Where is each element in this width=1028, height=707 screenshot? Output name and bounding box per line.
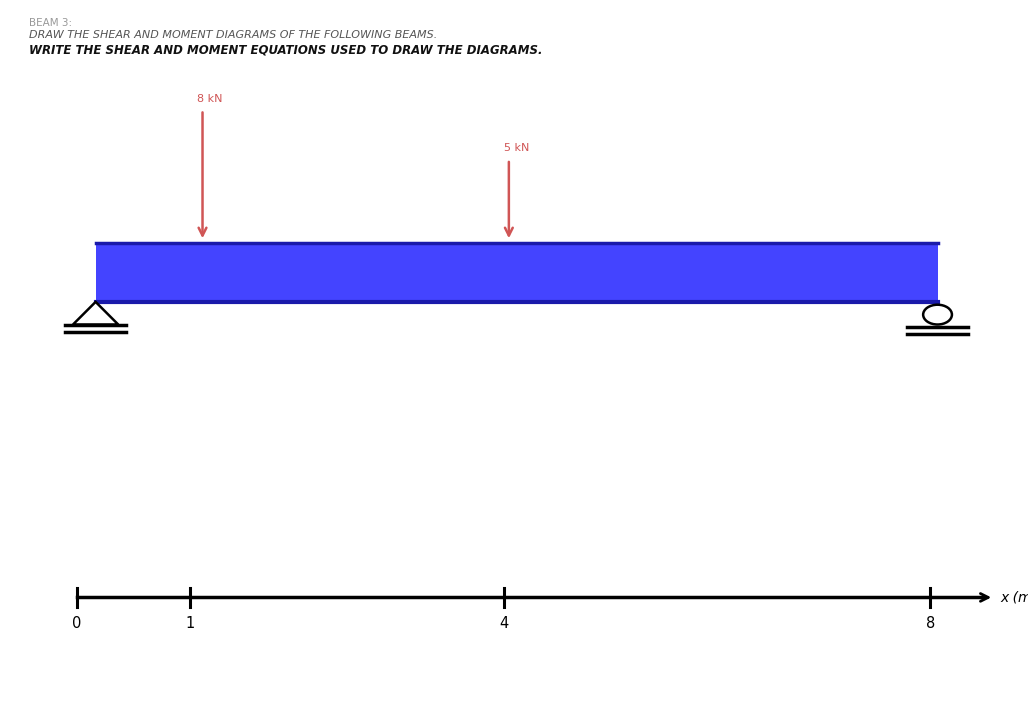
Polygon shape: [73, 302, 118, 325]
Text: 5 kN: 5 kN: [504, 144, 529, 153]
Text: 4: 4: [500, 616, 508, 631]
Text: 0: 0: [72, 616, 82, 631]
Text: 8: 8: [926, 616, 934, 631]
Text: BEAM 3:: BEAM 3:: [29, 18, 72, 28]
Circle shape: [923, 305, 952, 325]
Text: 1: 1: [186, 616, 194, 631]
Text: x (m): x (m): [1000, 590, 1028, 604]
Text: DRAW THE SHEAR AND MOMENT DIAGRAMS OF THE FOLLOWING BEAMS.: DRAW THE SHEAR AND MOMENT DIAGRAMS OF TH…: [29, 30, 437, 40]
Bar: [96, 243, 938, 302]
Text: 8 kN: 8 kN: [197, 94, 223, 104]
Text: WRITE THE SHEAR AND MOMENT EQUATIONS USED TO DRAW THE DIAGRAMS.: WRITE THE SHEAR AND MOMENT EQUATIONS USE…: [29, 44, 543, 57]
